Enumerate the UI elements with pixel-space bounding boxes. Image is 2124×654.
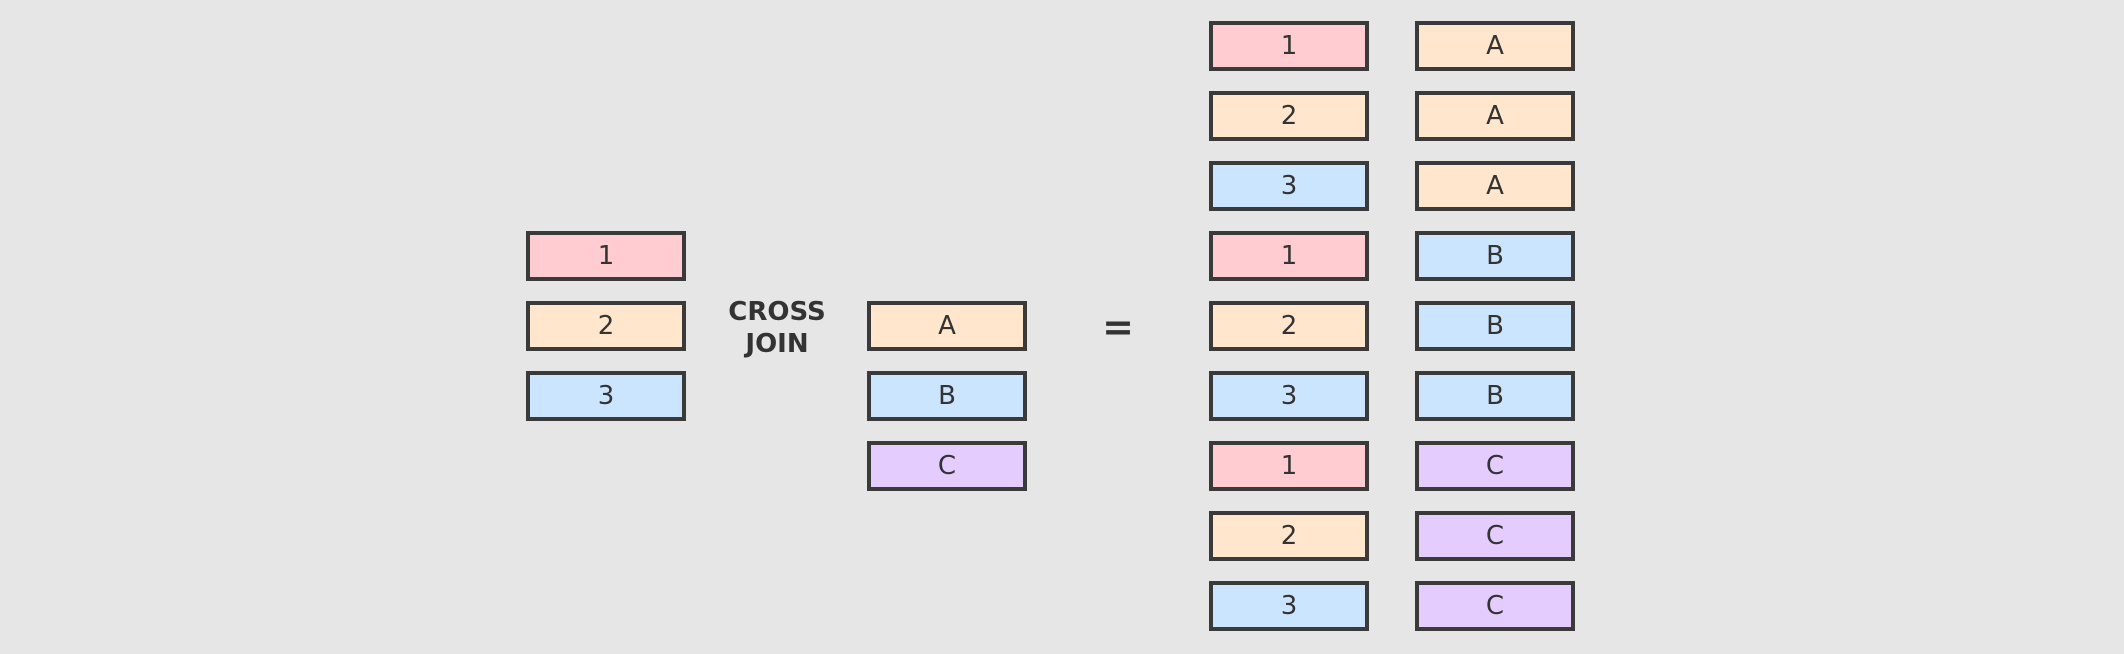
- result-number-cell: 2: [1209, 511, 1369, 561]
- result-letter-cell: A: [1415, 91, 1575, 141]
- left-table-cell: 2: [526, 301, 686, 351]
- result-letter-cell: C: [1415, 511, 1575, 561]
- cross-join-label-line1: CROSS: [728, 297, 826, 327]
- result-number-cell: 1: [1209, 231, 1369, 281]
- right-table-cell: C: [867, 441, 1027, 491]
- result-letter-cell: B: [1415, 231, 1575, 281]
- cross-join-label: CROSS JOIN: [700, 296, 854, 360]
- right-table-cell: B: [867, 371, 1027, 421]
- cross-join-label-line2: JOIN: [745, 329, 809, 359]
- result-letter-cell: A: [1415, 21, 1575, 71]
- right-table-cell: A: [867, 301, 1027, 351]
- result-letter-cell: C: [1415, 581, 1575, 631]
- result-letter-cell: B: [1415, 371, 1575, 421]
- result-number-cell: 1: [1209, 21, 1369, 71]
- equals-sign: =: [1102, 305, 1134, 349]
- left-table-cell: 1: [526, 231, 686, 281]
- result-letter-cell: B: [1415, 301, 1575, 351]
- result-number-cell: 3: [1209, 371, 1369, 421]
- result-number-cell: 3: [1209, 581, 1369, 631]
- result-number-cell: 1: [1209, 441, 1369, 491]
- result-letter-cell: C: [1415, 441, 1575, 491]
- result-number-cell: 2: [1209, 301, 1369, 351]
- result-number-cell: 3: [1209, 161, 1369, 211]
- left-table-cell: 3: [526, 371, 686, 421]
- result-letter-cell: A: [1415, 161, 1575, 211]
- result-number-cell: 2: [1209, 91, 1369, 141]
